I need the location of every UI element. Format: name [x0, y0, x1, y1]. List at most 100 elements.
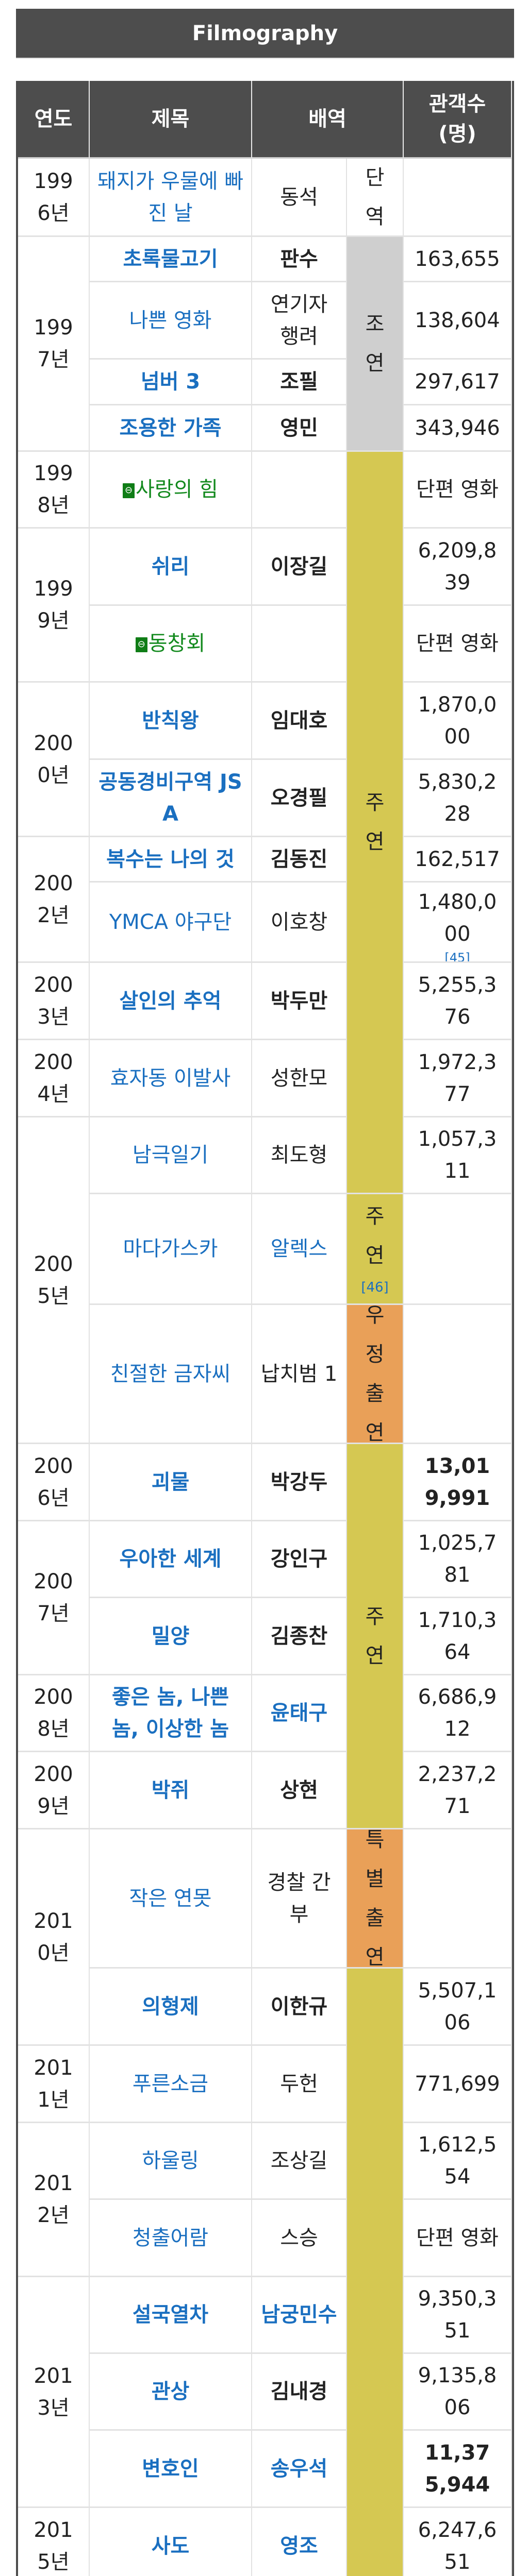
film-title-link[interactable]: YMCA 야구단 [90, 883, 252, 963]
film-title-text[interactable]: 변호인 [142, 2456, 199, 2481]
film-title-link[interactable]: 남극일기 [90, 1117, 252, 1194]
film-title-text[interactable]: 푸른소금 [132, 2072, 209, 2096]
film-title-text[interactable]: 밀양 [151, 1624, 190, 1648]
film-title-text[interactable]: 남극일기 [132, 1143, 209, 1167]
film-title-text[interactable]: 사랑의 힘 [136, 478, 218, 501]
film-title[interactable]: 좋은 놈, 나쁜 놈, 이상한 놈 [97, 1681, 244, 1745]
film-title[interactable]: 관상 [152, 2376, 190, 2408]
film-title-text[interactable]: 살인의 추억 [119, 989, 222, 1013]
film-title[interactable]: 반칙왕 [142, 705, 199, 737]
film-title[interactable]: 쉬리 [152, 551, 190, 583]
film-title-text[interactable]: 괴물 [151, 1470, 190, 1494]
film-title-link[interactable]: 박쥐 [90, 1752, 252, 1829]
film-title-link[interactable]: ⊖ 동창회 [90, 606, 252, 683]
film-title[interactable]: 설국열차 [133, 2299, 208, 2331]
film-title[interactable]: 복수는 나의 것 [106, 843, 235, 875]
film-title[interactable]: 변호인 [142, 2453, 199, 2485]
film-title[interactable]: 괴물 [152, 1466, 190, 1498]
film-title-link[interactable]: 쉬리 [90, 529, 252, 606]
film-title[interactable]: 초록물고기 [123, 243, 218, 275]
film-title-text[interactable]: 조용한 가족 [119, 416, 222, 440]
film-title-link[interactable]: 청출어람 [90, 2200, 252, 2277]
film-title[interactable]: 사도 [152, 2530, 190, 2562]
film-title-link[interactable]: 좋은 놈, 나쁜 놈, 이상한 놈 [90, 1675, 252, 1752]
film-title-text[interactable]: 공동경비구역 JSA [98, 770, 242, 826]
role-cell[interactable]: 송우석 [252, 2431, 347, 2508]
film-title[interactable]: 공동경비구역 JSA [97, 766, 244, 830]
film-title[interactable]: 남극일기 [133, 1139, 208, 1171]
film-title-text[interactable]: 하울링 [142, 2149, 199, 2173]
film-title-text[interactable]: 넘버 3 [140, 370, 201, 394]
film-title-link[interactable]: 관상 [90, 2354, 252, 2431]
film-title[interactable]: 하울링 [142, 2145, 199, 2177]
film-title[interactable]: 박쥐 [152, 1774, 190, 1806]
film-title[interactable]: 우아한 세계 [120, 1543, 222, 1575]
film-title-link[interactable]: 작은 연못 [90, 1829, 252, 1969]
film-title[interactable]: 청출어람 [133, 2222, 208, 2254]
film-title-link[interactable]: 마다가스카 [90, 1194, 252, 1305]
film-title-link[interactable]: 변호인 [90, 2431, 252, 2508]
film-title-text[interactable]: 청출어람 [132, 2226, 209, 2250]
film-title[interactable]: 작은 연못 [129, 1883, 212, 1914]
role-cell[interactable]: 남궁민수 [252, 2277, 347, 2354]
film-title-link[interactable]: 돼지가 우물에 빠진 날 [90, 159, 252, 237]
film-title-text[interactable]: YMCA 야구단 [109, 910, 232, 934]
film-title[interactable]: 넘버 3 [141, 366, 200, 398]
film-title-link[interactable]: 효자동 이발사 [90, 1040, 252, 1117]
reference-link[interactable]: [46] [361, 1280, 389, 1296]
film-title-text[interactable]: 좋은 놈, 나쁜 놈, 이상한 놈 [111, 1685, 229, 1741]
film-title[interactable]: 마다가스카 [123, 1233, 218, 1265]
film-title-link[interactable]: 설국열차 [90, 2277, 252, 2354]
film-title[interactable]: ⊖ 사랑의 힘 [123, 473, 218, 505]
film-title-link[interactable]: 하울링 [90, 2123, 252, 2200]
film-title-text[interactable]: 초록물고기 [123, 247, 218, 271]
film-title-text[interactable]: 사도 [151, 2534, 190, 2558]
film-title-link[interactable]: 초록물고기 [90, 237, 252, 282]
film-title[interactable]: 의형제 [142, 1991, 199, 2023]
film-title-link[interactable]: 의형제 [90, 1969, 252, 2046]
film-title-text[interactable]: 쉬리 [151, 554, 190, 579]
film-title-link[interactable]: 반칙왕 [90, 683, 252, 760]
film-title-text[interactable]: 효자동 이발사 [110, 1066, 231, 1090]
film-title[interactable]: 돼지가 우물에 빠진 날 [97, 165, 244, 229]
film-title-link[interactable]: 푸른소금 [90, 2046, 252, 2123]
film-title-link[interactable]: 나쁜 영화 [90, 282, 252, 360]
role-cell[interactable]: 윤태구 [252, 1675, 347, 1752]
film-title[interactable]: YMCA 야구단 [109, 906, 232, 938]
film-title[interactable]: 조용한 가족 [120, 412, 222, 444]
film-title-text[interactable]: 설국열차 [132, 2303, 209, 2327]
film-title-text[interactable]: 박쥐 [151, 1778, 190, 1802]
film-title-link[interactable]: ⊖ 사랑의 힘 [90, 452, 252, 529]
film-title-text[interactable]: 동창회 [148, 632, 206, 655]
film-title[interactable]: 친절한 금자씨 [110, 1358, 231, 1390]
film-title-text[interactable]: 반칙왕 [142, 708, 199, 733]
film-title[interactable]: 효자동 이발사 [110, 1062, 231, 1094]
film-title-link[interactable]: 넘버 3 [90, 360, 252, 405]
film-title-text[interactable]: 관상 [151, 2380, 190, 2403]
film-title-link[interactable]: 살인의 추억 [90, 963, 252, 1040]
film-title-text[interactable]: 작은 연못 [129, 1886, 212, 1910]
film-title-text[interactable]: 우아한 세계 [119, 1547, 222, 1571]
film-title-link[interactable]: 우아한 세계 [90, 1521, 252, 1598]
film-title-link[interactable]: 복수는 나의 것 [90, 837, 252, 883]
film-title[interactable]: 밀양 [152, 1620, 190, 1652]
film-title[interactable]: 푸른소금 [133, 2068, 208, 2100]
role-cell[interactable]: 알렉스 [252, 1194, 347, 1305]
film-title-text[interactable]: 친절한 금자씨 [110, 1362, 231, 1386]
film-title-link[interactable]: 밀양 [90, 1598, 252, 1675]
film-title-link[interactable]: 괴물 [90, 1444, 252, 1521]
film-title-link[interactable]: 공동경비구역 JSA [90, 760, 252, 837]
film-title-text[interactable]: 마다가스카 [123, 1237, 218, 1261]
film-title-link[interactable]: 조용한 가족 [90, 405, 252, 452]
film-title-link[interactable]: 친절한 금자씨 [90, 1305, 252, 1444]
film-title[interactable]: ⊖ 동창회 [135, 628, 206, 659]
film-title-text[interactable]: 나쁜 영화 [129, 308, 212, 332]
film-title[interactable]: 살인의 추억 [120, 985, 222, 1017]
film-title[interactable]: 나쁜 영화 [129, 304, 212, 336]
film-title-text[interactable]: 의형제 [142, 1994, 199, 2019]
role-cell[interactable]: 영조 [252, 2508, 347, 2576]
film-title-link[interactable]: 사도 [90, 2508, 252, 2576]
film-title-text[interactable]: 복수는 나의 것 [106, 847, 235, 871]
film-title-text[interactable]: 돼지가 우물에 빠진 날 [97, 169, 244, 225]
role-type-char: 주 [365, 1205, 385, 1229]
